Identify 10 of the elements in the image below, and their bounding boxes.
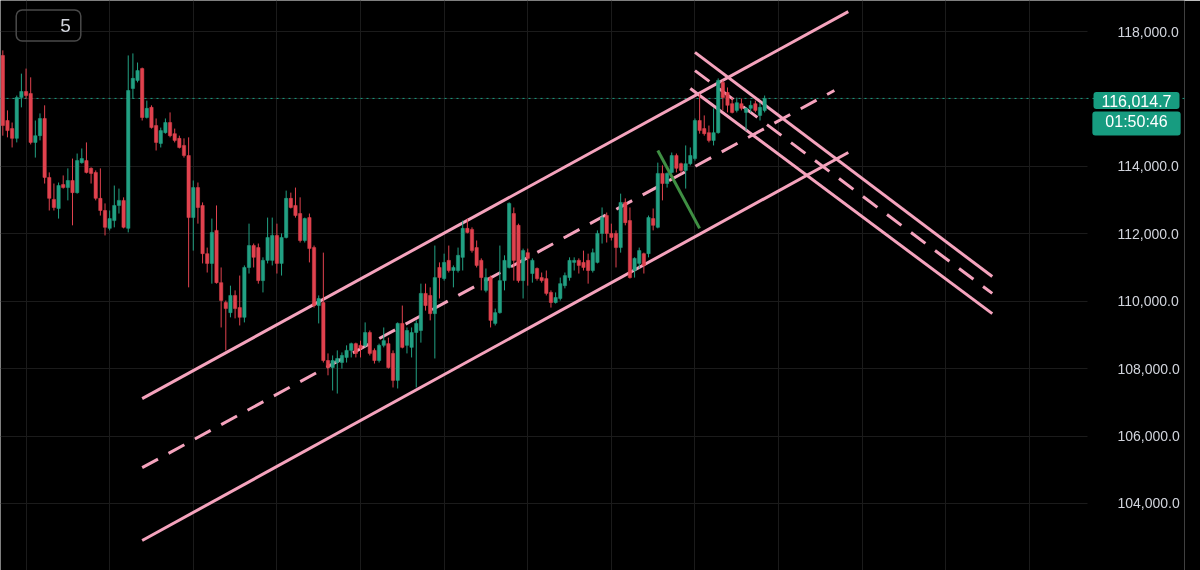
y-tick-label: 108,000.0: [1117, 360, 1180, 377]
y-tick-label: 106,000.0: [1117, 428, 1180, 445]
y-tick-label: 112,000.0: [1117, 225, 1179, 242]
y-tick-label: 110,000.0: [1117, 293, 1179, 310]
y-tick-label: 118,000.0: [1117, 23, 1179, 40]
y-tick-label: 114,000.0: [1117, 158, 1179, 175]
annotation: 5: [60, 15, 71, 36]
ref-line-label: 116,014.7: [1101, 92, 1172, 110]
text: 01:50:46: [1105, 113, 1168, 131]
y-tick-label: 104,000.0: [1117, 495, 1180, 512]
